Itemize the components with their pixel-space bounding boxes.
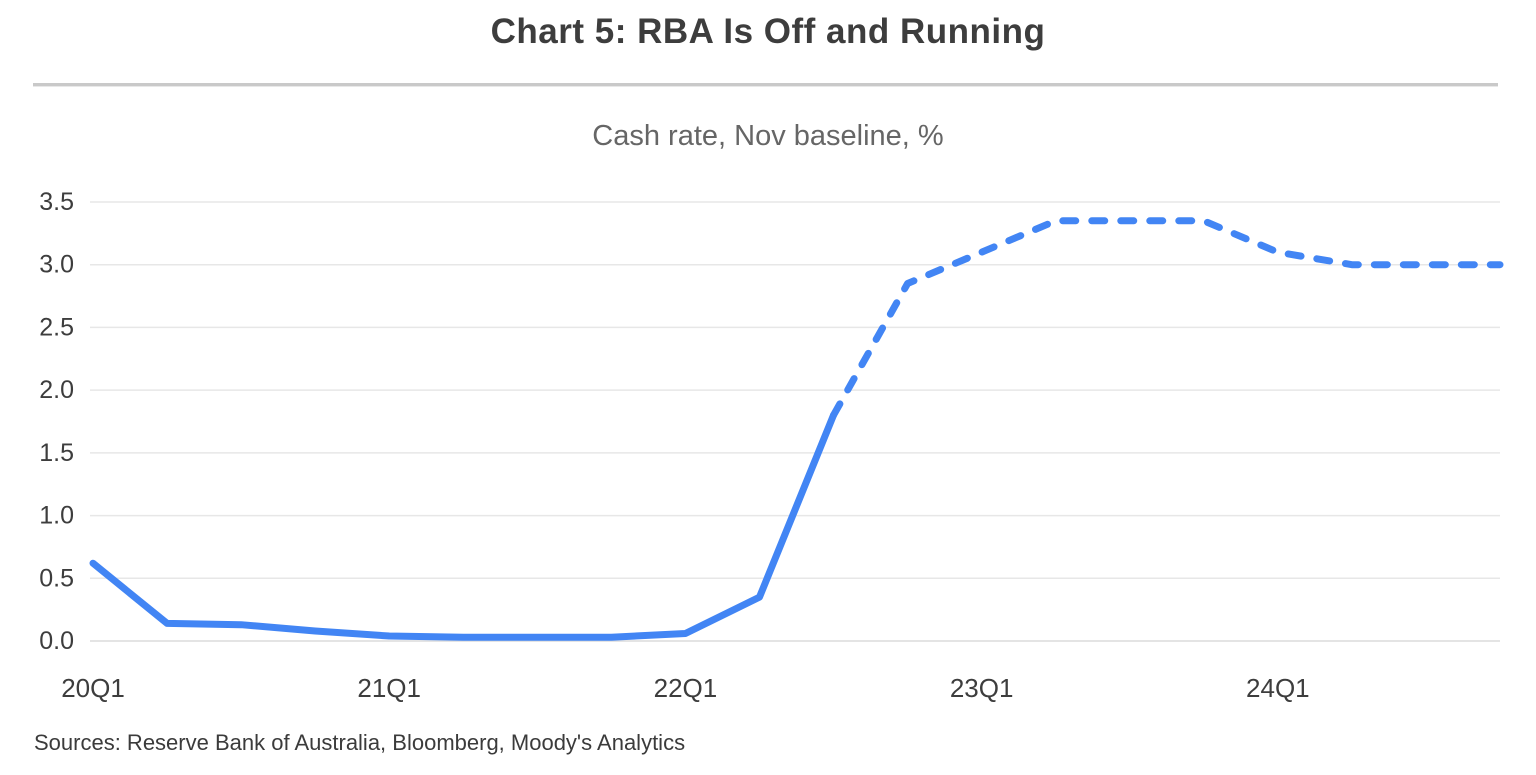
chart-title: Chart 5: RBA Is Off and Running: [490, 12, 1046, 51]
y-axis-tick-label: 0.0: [39, 627, 74, 655]
title-divider: [33, 83, 1498, 87]
x-axis-tick-label: 24Q1: [1246, 673, 1310, 703]
actual-line: [89, 411, 837, 641]
forecast-line: [830, 217, 1504, 419]
chart-subtitle: Cash rate, Nov baseline, %: [592, 120, 944, 152]
x-axis-tick-label: 22Q1: [654, 673, 718, 703]
y-axis-tick-label: 3.5: [39, 188, 74, 216]
y-axis-tick-label: 2.0: [39, 376, 74, 404]
y-axis-tick-label: 1.5: [39, 439, 74, 467]
y-axis-tick-label: 3.0: [39, 251, 74, 279]
sources-note: Sources: Reserve Bank of Australia, Bloo…: [34, 730, 686, 755]
x-axis-tick-label: 21Q1: [357, 673, 421, 703]
x-axis-tick-label: 23Q1: [950, 673, 1014, 703]
x-axis-tick-label: 20Q1: [61, 673, 125, 703]
y-axis-tick-label: 1.0: [39, 502, 74, 530]
y-axis-tick-label: 0.5: [39, 564, 74, 592]
y-axis-tick-label: 2.5: [39, 313, 74, 341]
